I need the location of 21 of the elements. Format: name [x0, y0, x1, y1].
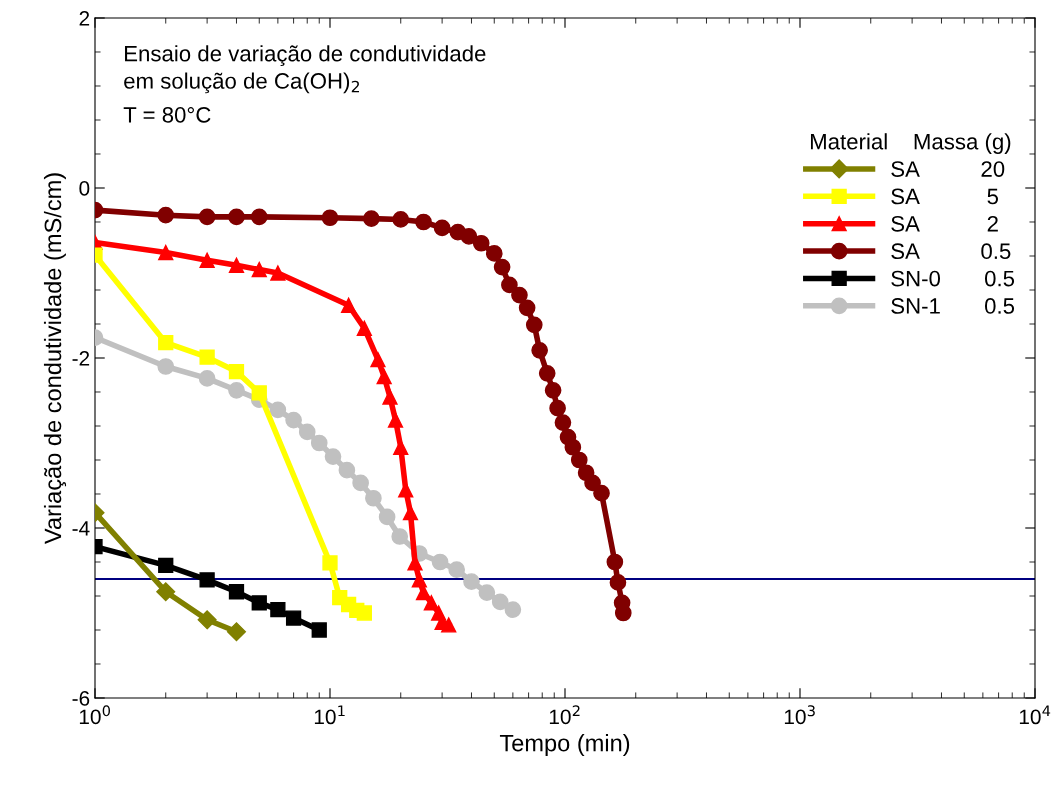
- x-tick-label: 10$^{1}$: [314, 705, 345, 725]
- y-tick-label: -2: [72, 351, 90, 366]
- legend-label: SA 0.5: [891, 243, 1011, 260]
- x-tick-label: 10$^{2}$: [549, 705, 580, 725]
- y-tick-label: 2: [79, 11, 90, 26]
- legend-label: SN-1 0.5: [891, 298, 1015, 314]
- y-axis-title: Variação de condutividade (mS/cm): [43, 173, 67, 545]
- y-tick-label: 0: [79, 181, 90, 196]
- y-tick-label: -4: [72, 521, 90, 536]
- legend-label: SA 5: [891, 188, 999, 205]
- legend-label: SA 20: [891, 161, 1005, 177]
- x-axis-title: Tempo (min): [499, 734, 630, 757]
- legend-label: SN-0 0.5: [891, 270, 1015, 287]
- annotation: T = 80°C: [123, 106, 211, 123]
- x-tick-label: 10$^{3}$: [784, 705, 815, 725]
- y-tick-label: -6: [72, 691, 90, 706]
- x-tick-label: 10$^{0}$: [79, 705, 111, 725]
- legend-title: Material Massa (g): [810, 133, 1011, 154]
- legend-label: SA 2: [891, 215, 998, 232]
- annotation: Ensaio de variação de condutividade em solução de Ca(OH)$_{2}$: [124, 45, 486, 94]
- x-tick-label: 10$^{4}$: [1019, 705, 1051, 725]
